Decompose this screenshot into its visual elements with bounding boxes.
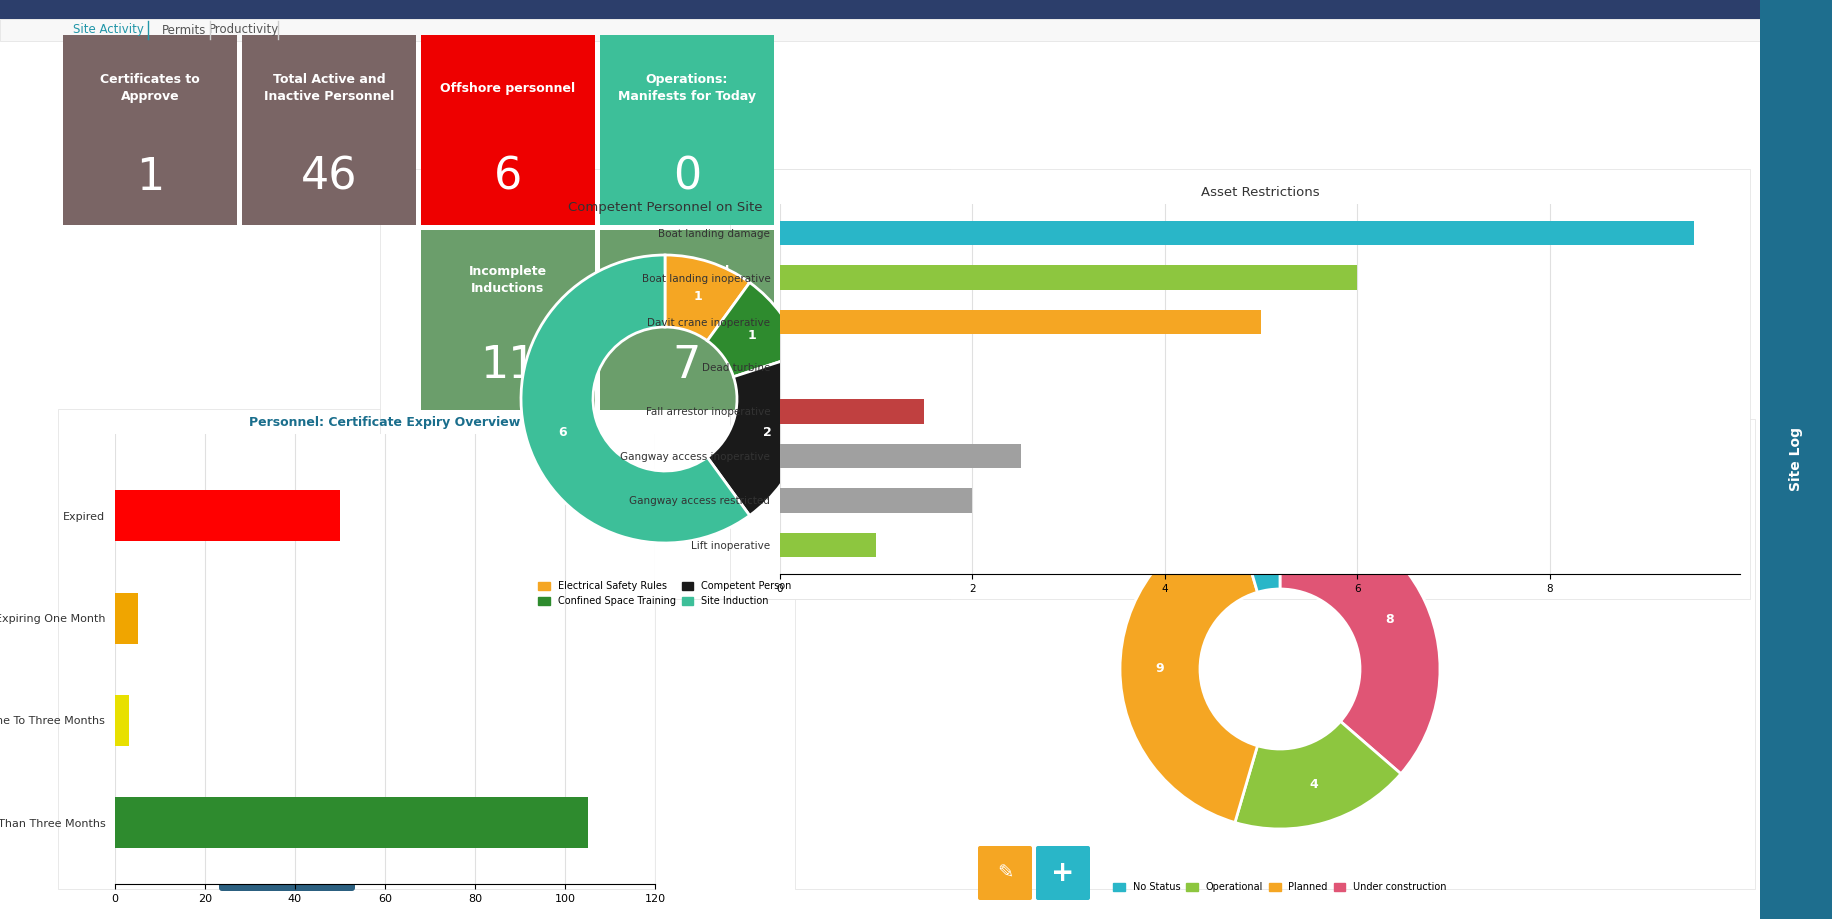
Bar xyxy=(115,695,128,746)
Bar xyxy=(780,399,925,424)
Text: Productivity: Productivity xyxy=(209,24,278,37)
Text: 4: 4 xyxy=(1310,777,1319,790)
Legend: Electrical Safety Rules, Confined Space Training, Competent Person, Site Inducti: Electrical Safety Rules, Confined Space … xyxy=(535,577,795,610)
Text: 6: 6 xyxy=(495,156,522,199)
Text: 1: 1 xyxy=(694,289,703,302)
Wedge shape xyxy=(665,255,749,341)
Text: Self Help: Self Help xyxy=(255,867,319,879)
Text: 1: 1 xyxy=(136,156,165,199)
Bar xyxy=(729,169,1750,599)
Text: 7: 7 xyxy=(672,344,702,387)
Bar xyxy=(0,19,1761,41)
Wedge shape xyxy=(1235,509,1281,592)
Bar xyxy=(795,419,1755,889)
Wedge shape xyxy=(707,282,802,377)
Bar xyxy=(0,0,1761,19)
Text: Site Activity: Site Activity xyxy=(73,24,143,37)
FancyBboxPatch shape xyxy=(220,855,355,891)
Title: Turbine Status: Turbine Status xyxy=(1233,450,1328,464)
Text: 1: 1 xyxy=(747,329,757,342)
Text: Incomplete
Inductions: Incomplete Inductions xyxy=(469,266,548,295)
Title: Competent Personnel on Site: Competent Personnel on Site xyxy=(568,200,762,213)
Legend: No Status, Operational, Planned, Under construction: No Status, Operational, Planned, Under c… xyxy=(1110,879,1451,896)
Text: Site Log: Site Log xyxy=(1790,427,1803,491)
Bar xyxy=(379,169,951,599)
Wedge shape xyxy=(1119,516,1257,823)
Bar xyxy=(780,444,1020,468)
Text: Certificates to
Approve: Certificates to Approve xyxy=(101,74,200,103)
Text: 46: 46 xyxy=(300,156,357,199)
Text: 9: 9 xyxy=(1156,663,1165,675)
Text: ✎: ✎ xyxy=(997,864,1013,882)
Bar xyxy=(780,488,973,513)
Text: Permits: Permits xyxy=(161,24,207,37)
Text: Total Active and
Inactive Personnel: Total Active and Inactive Personnel xyxy=(264,74,394,103)
Bar xyxy=(242,35,416,225)
Bar xyxy=(421,35,595,225)
Bar xyxy=(62,35,236,225)
Bar xyxy=(780,266,1358,289)
Bar xyxy=(115,797,588,848)
Bar xyxy=(780,533,876,557)
Wedge shape xyxy=(1281,509,1440,774)
Text: Offshore personnel: Offshore personnel xyxy=(440,82,575,95)
Bar xyxy=(115,490,341,541)
Text: Unapproved
Inductions: Unapproved Inductions xyxy=(645,266,729,295)
Bar xyxy=(115,593,137,643)
Text: 8: 8 xyxy=(1385,613,1394,626)
Bar xyxy=(1761,0,1832,919)
Bar xyxy=(601,230,773,410)
Bar xyxy=(780,310,1260,335)
FancyBboxPatch shape xyxy=(1037,846,1090,900)
Wedge shape xyxy=(520,255,749,543)
Text: 2: 2 xyxy=(764,425,771,439)
Text: Operations:
Manifests for Today: Operations: Manifests for Today xyxy=(617,74,757,103)
Bar xyxy=(59,409,656,889)
Text: 0: 0 xyxy=(672,156,702,199)
Text: +: + xyxy=(1052,859,1075,887)
Wedge shape xyxy=(1235,721,1401,829)
Title: Personnel: Certificate Expiry Overview: Personnel: Certificate Expiry Overview xyxy=(249,415,520,428)
Bar xyxy=(601,35,773,225)
Text: 11: 11 xyxy=(480,344,537,387)
Text: 1: 1 xyxy=(1259,544,1268,557)
Bar xyxy=(780,221,1695,245)
Text: 6: 6 xyxy=(559,425,566,439)
Wedge shape xyxy=(707,355,810,516)
Bar xyxy=(421,230,595,410)
Title: Asset Restrictions: Asset Restrictions xyxy=(1200,186,1319,199)
FancyBboxPatch shape xyxy=(978,846,1031,900)
